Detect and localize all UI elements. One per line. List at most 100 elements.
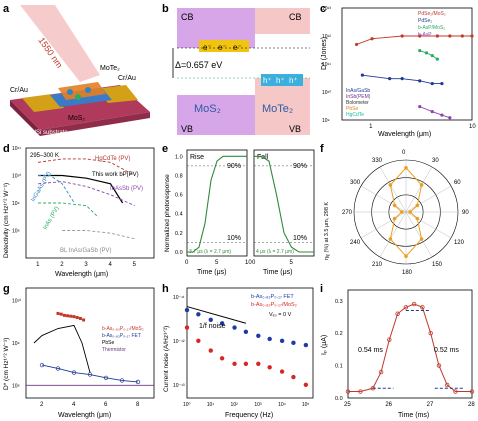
f-point-10 xyxy=(392,203,397,208)
f-spoke-1 xyxy=(405,166,433,213)
d-ytick-2: 10¹⁰ xyxy=(12,174,21,180)
g-point-1-1 xyxy=(55,366,61,371)
c-point-2-2 xyxy=(430,53,434,58)
f-point-8 xyxy=(392,216,397,221)
g-legend-0: b-As₀.₈₃P₀.₁₇/MoS₂ xyxy=(102,326,144,332)
panel-g-ylabel: D* (cm Hz¹ᐟ² W⁻¹) xyxy=(3,338,10,390)
h-point-1-2 xyxy=(208,348,213,353)
i-point-1 xyxy=(358,389,363,394)
c-point-0-7 xyxy=(470,34,474,38)
g-legend-1: b-As₀.₈₃P₀.₁₇ FET xyxy=(102,333,141,339)
f-point-5 xyxy=(419,237,424,241)
panel-c: c D* (Jones) Wavelength (μm) 10⁹ 10¹⁰ 10¹¹… xyxy=(318,0,477,140)
g-point-1-2 xyxy=(71,370,77,375)
g-series-1 xyxy=(41,364,139,383)
legend-c-8: b-AsP xyxy=(418,32,432,38)
f-spoke-10 xyxy=(360,185,407,213)
mos2-vb xyxy=(177,95,255,135)
panel-e-xlabel-right: Time (μs) xyxy=(263,269,292,276)
legend-c-5: HgCdTe xyxy=(346,112,364,118)
i-xtick-1: 26 xyxy=(385,402,392,408)
panel-i-xlabel: Time (ms) xyxy=(398,412,429,419)
d-curve-label-2: InAsSb (PV) xyxy=(110,186,143,192)
panel-c-label: c xyxy=(320,3,326,15)
panel-h-label: h xyxy=(162,283,169,295)
h-point-0-10 xyxy=(303,342,309,348)
h-point-1-7 xyxy=(267,365,272,370)
panel-i-svg: i Iₚ (μA) Time (ms) 0.0 0.1 0.2 0.3 25 26 27 28… xyxy=(320,283,475,419)
h-point-0-4 xyxy=(232,325,237,330)
h-point-1-3 xyxy=(219,356,225,361)
c-ytick-2: 10¹¹ xyxy=(322,62,331,68)
i-ytick-3: 0.3 xyxy=(335,299,343,305)
i-point-5 xyxy=(395,311,400,316)
d-xtick-4: 5 xyxy=(133,262,137,268)
c-xtick-1: 10 xyxy=(469,124,476,130)
panel-d-xlabel: Wavelength (μm) xyxy=(55,271,108,278)
f-angle-label-5: 150 xyxy=(432,262,443,268)
electrode-left-label: Cr/Au xyxy=(10,87,28,94)
h-point-1-9 xyxy=(291,374,296,380)
h-point-0-6 xyxy=(256,333,261,338)
g-xtick-3: 8 xyxy=(136,402,140,408)
f-angle-label-6: 180 xyxy=(402,270,413,276)
c-point-1-0 xyxy=(360,73,364,77)
c-point-2-0 xyxy=(418,49,422,53)
panel-d-frame xyxy=(25,147,155,259)
f-point-11 xyxy=(388,183,393,187)
g-point-0-8 xyxy=(82,318,86,322)
d-series-0 xyxy=(38,158,135,176)
g-point-1-6 xyxy=(135,379,141,385)
f-angle-label-1: 30 xyxy=(432,158,439,164)
d-curve-label-0: HgCdTe (PV) xyxy=(95,156,130,162)
c-point-1-3 xyxy=(418,79,422,83)
f-angle-label-11: 330 xyxy=(372,158,383,164)
i-point-13 xyxy=(469,389,475,394)
f-angle-label-3: 90 xyxy=(462,210,469,216)
i-point-8 xyxy=(420,305,425,310)
c-point-0-6 xyxy=(460,34,464,38)
panel-e: e Normalized photoresponse Time (μs) Tim… xyxy=(159,140,318,280)
mote2-material-label: MoTe₂ xyxy=(262,103,293,115)
panel-i-frame xyxy=(347,289,473,399)
f-point-7 xyxy=(388,237,393,241)
e-ytick-4: 0.8 xyxy=(175,173,183,179)
c-point-3-2 xyxy=(440,113,444,117)
h-xtick-1: 10¹ xyxy=(207,402,215,408)
substrate-label: SiO₂/Si substrate xyxy=(22,130,68,136)
f-point-0 xyxy=(404,166,408,170)
c-point-0-1 xyxy=(370,37,374,41)
panel-d-temp: 295–300 K xyxy=(30,153,59,159)
panel-e-fall-time: 4 μs (λ = 2.7 μm) xyxy=(256,249,294,255)
c-ytick-3: 10¹² xyxy=(322,34,331,40)
h-point-1-10 xyxy=(303,382,309,387)
i-ytick-0: 0.0 xyxy=(335,396,343,402)
legend-c-3: Bolometer xyxy=(346,100,369,106)
g-point-0-2 xyxy=(62,313,66,317)
h-vds: Vₑₛ = 0 V xyxy=(269,312,292,318)
electron-mark-3: e⁻ xyxy=(233,43,242,52)
f-spoke-11 xyxy=(379,166,407,213)
i-ytick-2: 0.2 xyxy=(335,331,343,337)
i-rise-label: 0.54 ms xyxy=(358,347,383,354)
electron-band xyxy=(199,40,249,52)
i-point-12 xyxy=(453,389,458,394)
c-point-1-2 xyxy=(400,77,404,81)
e-ytick-3: 0.6 xyxy=(175,193,183,199)
c-point-0-0 xyxy=(355,42,359,47)
panel-b-label: b xyxy=(162,3,169,15)
e-xtick-0-2: 10 xyxy=(245,260,252,266)
g-point-1-5 xyxy=(119,378,125,383)
i-point-7 xyxy=(411,301,417,307)
h-point-0-0 xyxy=(184,307,190,313)
electron-mark-2: e⁻ xyxy=(218,43,227,52)
panel-d-svg: d Detectivity (cm Hz¹ᐟ² W⁻¹) Wavelength … xyxy=(3,143,155,278)
substrate-front xyxy=(40,112,150,136)
h-point-1-5 xyxy=(243,361,249,367)
d-xtick-2: 3 xyxy=(84,262,88,268)
panel-e-ylabel: Normalized photoresponse xyxy=(164,174,171,252)
h-noise-line xyxy=(186,306,247,324)
substrate-side xyxy=(10,100,40,136)
g-xtick-1: 4 xyxy=(72,402,76,408)
